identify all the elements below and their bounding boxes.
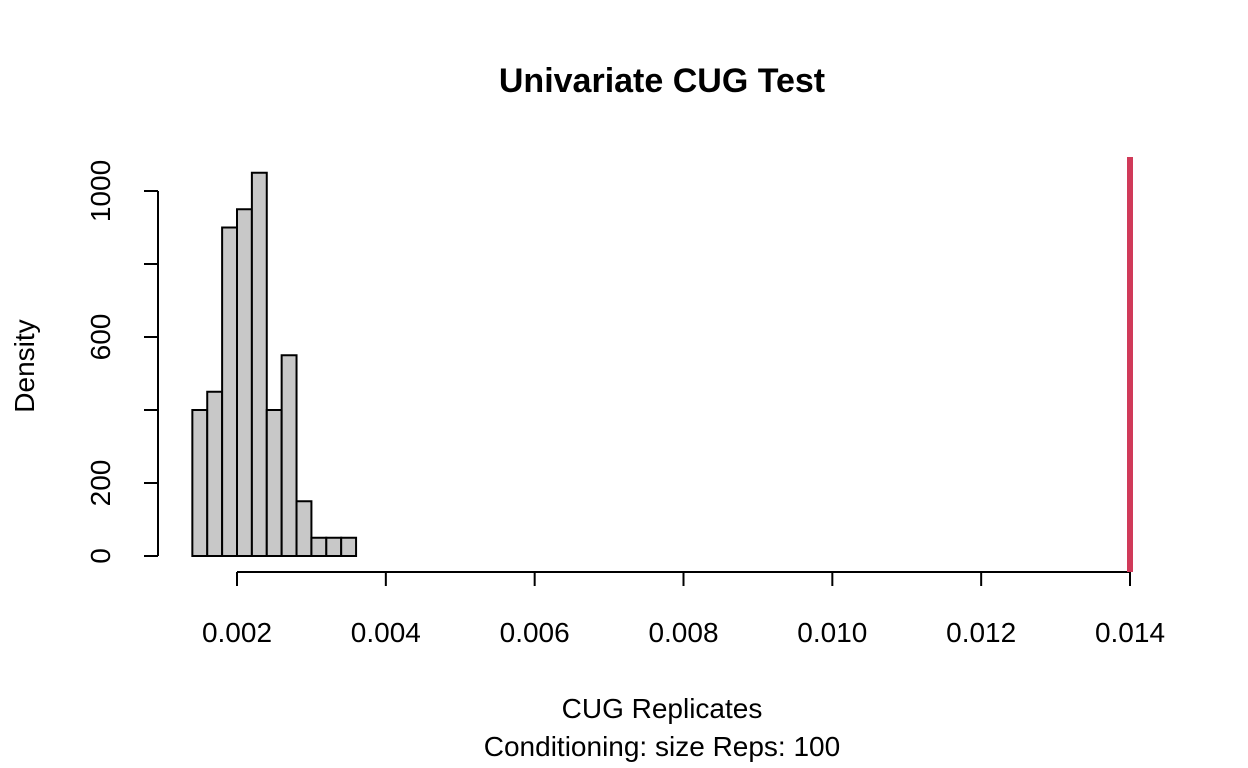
chart-title: Univariate CUG Test [499,62,825,100]
y-tick-label: 600 [85,314,116,361]
y-axis-label: Density [9,319,40,412]
y-tick-label: 1000 [85,160,116,222]
histogram-bar-10 [340,536,358,557]
x-tick-label: 0.010 [797,617,867,648]
x-tick-label: 0.006 [500,617,570,648]
histogram-bar-3 [236,208,253,557]
x-tick-label: 0.002 [202,617,272,648]
chart-subtitle: Conditioning: size Reps: 100 [484,731,840,762]
y-tick-label: 0 [85,548,116,564]
x-axis-label: CUG Replicates [562,693,763,724]
y-tick-label: 200 [85,460,116,507]
histogram-bar-2 [221,226,239,557]
histogram-bar-8 [310,536,328,557]
histogram-bar-7 [295,500,313,557]
histogram-bar-9 [325,536,343,557]
plot-area: 0.002 0.004 0.006 0.008 0.010 0.012 0.014 0 200 6… [85,157,1165,648]
x-tick-label: 0.008 [648,617,718,648]
histogram-bar-6 [280,354,298,557]
histogram-bar-0 [191,409,209,557]
x-tick-label: 0.012 [946,617,1016,648]
histogram-bar-5 [265,409,283,557]
x-tick-label: 0.004 [351,617,421,648]
histogram-bar-1 [206,390,224,557]
x-tick-label: 0.014 [1095,617,1165,648]
histogram-bar-4 [250,171,268,557]
